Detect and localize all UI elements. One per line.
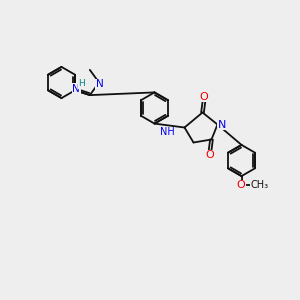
Text: N: N xyxy=(96,79,104,89)
Text: N: N xyxy=(218,119,226,130)
Text: CH₃: CH₃ xyxy=(250,180,268,190)
Text: O: O xyxy=(236,180,245,190)
Text: O: O xyxy=(206,150,214,160)
Text: N: N xyxy=(72,83,80,94)
Text: NH: NH xyxy=(160,127,175,137)
Text: O: O xyxy=(200,92,208,102)
Text: H: H xyxy=(79,79,85,88)
